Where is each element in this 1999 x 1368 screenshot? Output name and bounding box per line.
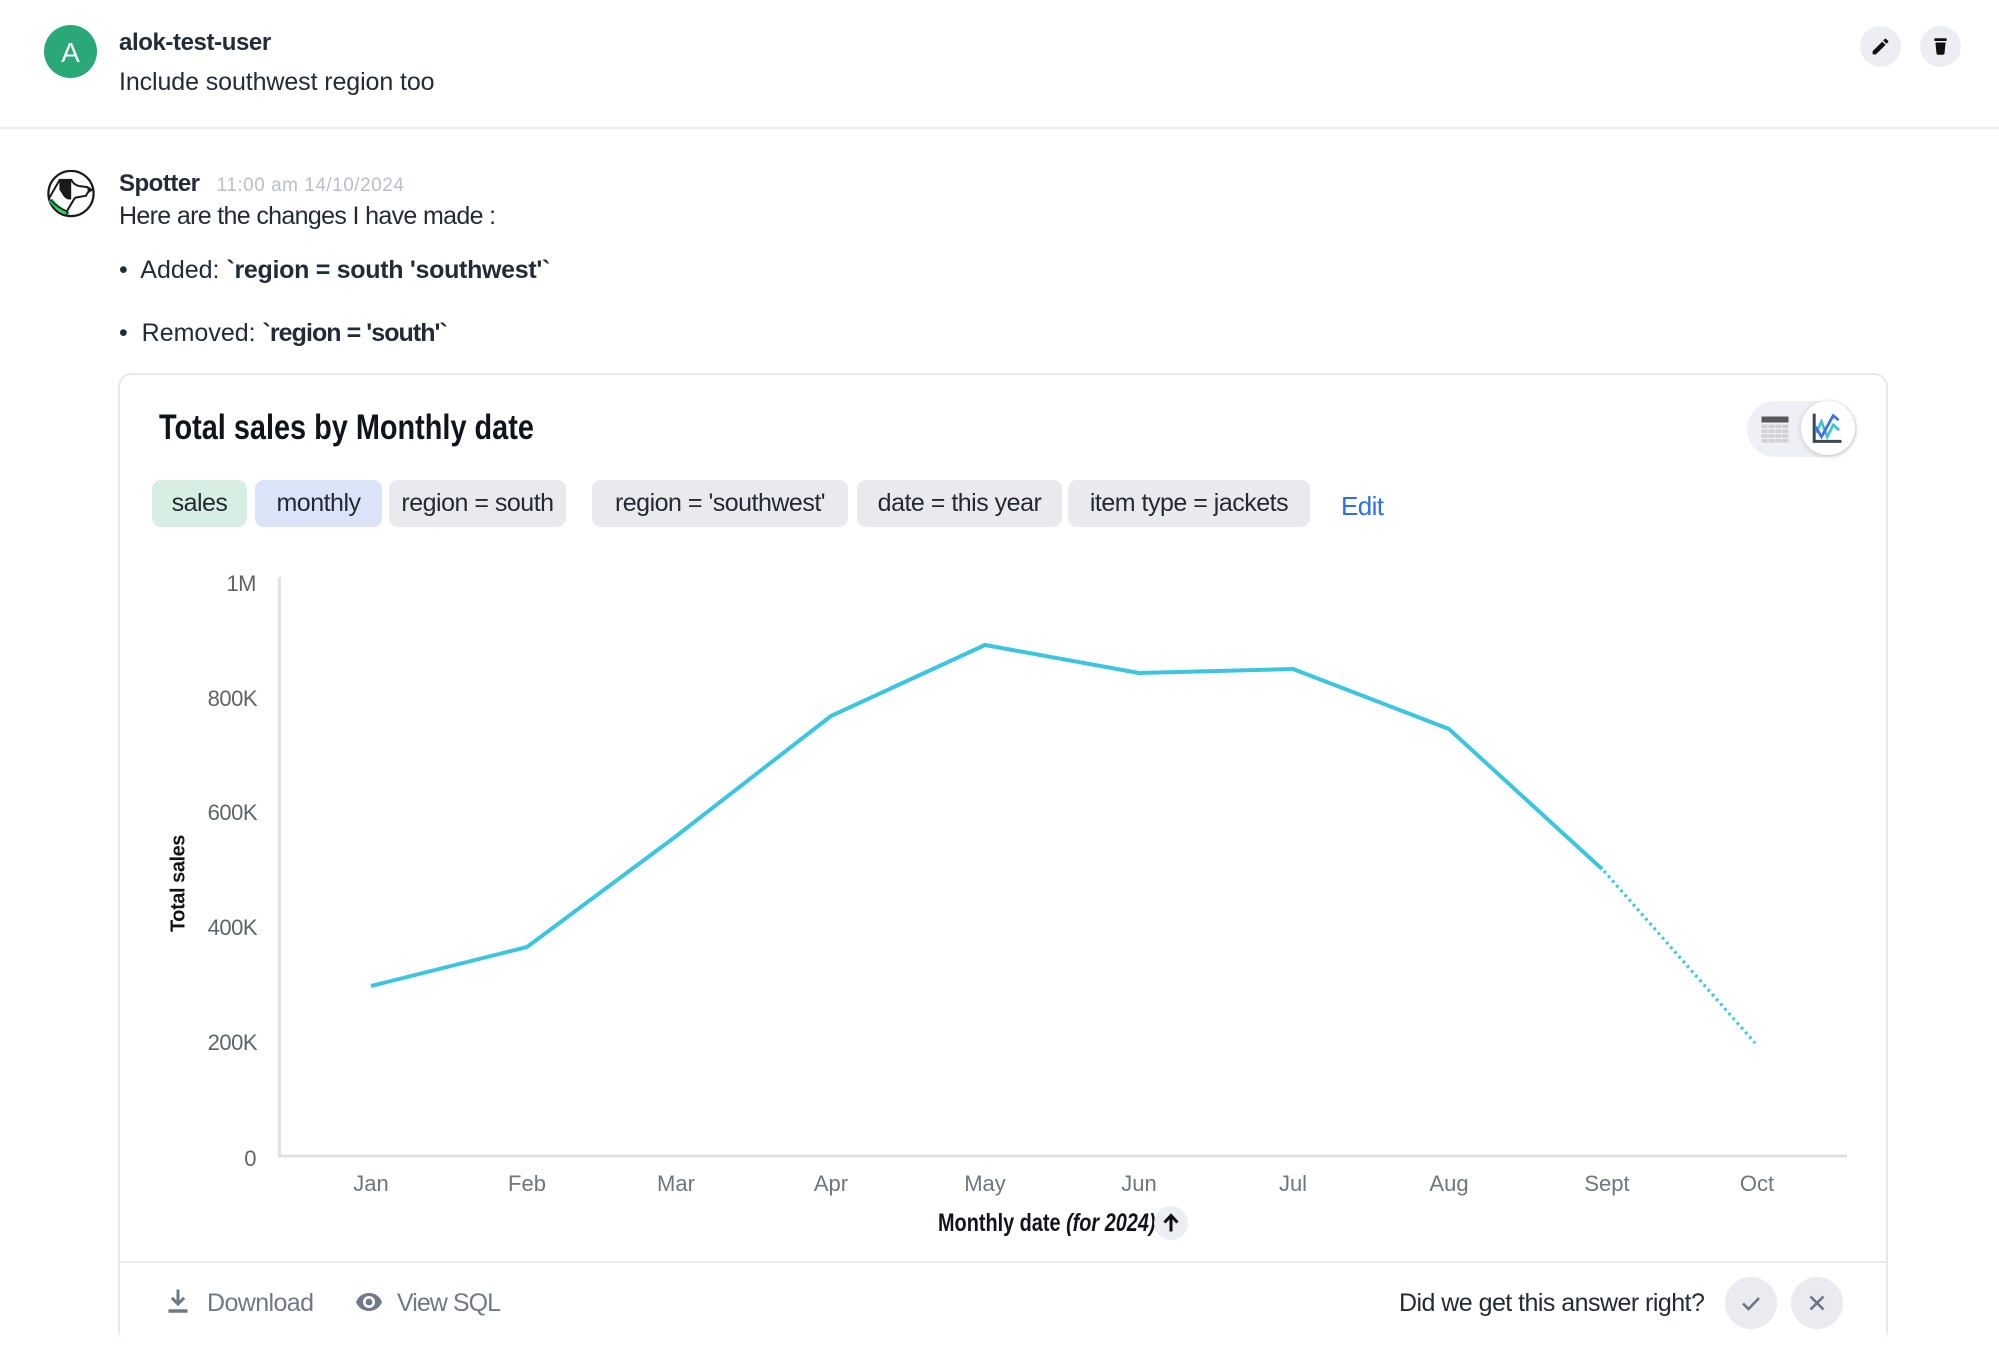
svg-text:Jun: Jun <box>1121 1171 1156 1196</box>
svg-text:Oct: Oct <box>1740 1171 1774 1196</box>
svg-text:Jan: Jan <box>353 1171 388 1196</box>
svg-text:Sept: Sept <box>1584 1171 1629 1196</box>
svg-text:200K: 200K <box>208 1030 258 1055</box>
svg-text:Jul: Jul <box>1279 1171 1307 1196</box>
svg-text:May: May <box>964 1171 1006 1196</box>
svg-text:Total sales: Total sales <box>168 835 190 932</box>
svg-text:Apr: Apr <box>814 1171 848 1196</box>
svg-text:Mar: Mar <box>657 1171 695 1196</box>
svg-text:600K: 600K <box>208 800 258 825</box>
svg-text:Aug: Aug <box>1429 1171 1468 1196</box>
svg-text:400K: 400K <box>208 915 258 940</box>
svg-text:1M: 1M <box>226 571 256 596</box>
svg-text:800K: 800K <box>208 686 258 711</box>
svg-text:Feb: Feb <box>508 1171 546 1196</box>
svg-text:Monthly date (for 2024): Monthly date (for 2024) <box>938 1209 1156 1237</box>
svg-text:0: 0 <box>244 1146 256 1171</box>
